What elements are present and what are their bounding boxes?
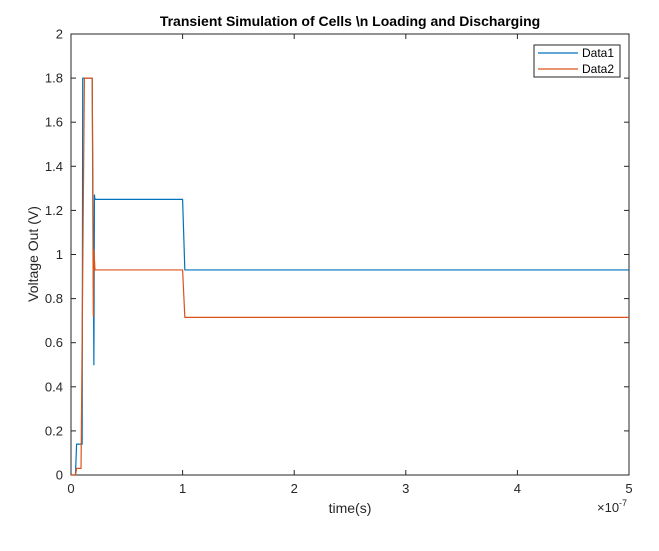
x-tick-label: 5: [625, 481, 632, 496]
x-tick-label: 2: [291, 481, 298, 496]
y-axis-label: Voltage Out (V): [25, 206, 41, 302]
y-tick-label: 1.4: [45, 159, 63, 174]
x-tick-label: 0: [67, 481, 74, 496]
y-tick-label: 1.2: [45, 203, 63, 218]
series-layer: [71, 77, 629, 476]
y-tick-label: 1.8: [45, 71, 63, 86]
x-tick-label: 3: [402, 481, 409, 496]
plot-area: [70, 33, 630, 476]
x-axis-label: time(s): [329, 500, 372, 516]
x-tick-label: 4: [514, 481, 521, 496]
y-tick-label: 2: [56, 27, 63, 42]
series-line-data2: [71, 77, 629, 476]
y-tick-label: 0.8: [45, 291, 63, 306]
x-axis-exponent-power: -7: [619, 498, 627, 508]
legend-label-data1: Data1: [582, 46, 614, 60]
axes-box: [70, 33, 630, 476]
y-tick-label: 1.6: [45, 115, 63, 130]
chart-title: Transient Simulation of Cells \n Loading…: [160, 13, 540, 29]
x-tick-label: 1: [179, 481, 186, 496]
y-tick-label: 0.4: [45, 379, 63, 394]
y-axis-ticks: 0 0.2 0.4 0.6 0.8 1 1.2 1.4 1.6 1.8 2: [45, 27, 629, 483]
x-axis-exponent: ×10 -7: [597, 498, 627, 515]
y-tick-label: 0: [56, 468, 63, 483]
x-axis-ticks: 0 1 2 3 4 5: [67, 34, 633, 496]
legend-box: [533, 44, 621, 78]
legend[interactable]: Data1 Data2: [533, 44, 621, 78]
y-tick-label: 0.6: [45, 335, 63, 350]
y-tick-label: 0.2: [45, 423, 63, 438]
x-axis-exponent-base: ×10: [597, 500, 619, 515]
legend-label-data2: Data2: [582, 62, 614, 76]
y-tick-label: 1: [56, 247, 63, 262]
